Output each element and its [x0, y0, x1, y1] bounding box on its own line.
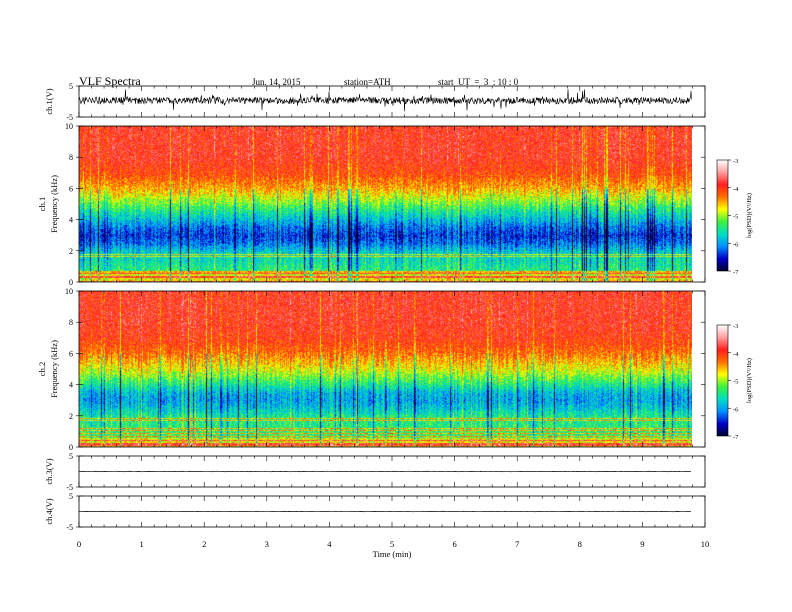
ch2-spectrogram-ytick-label: 10 — [65, 287, 73, 296]
ch2-spectrogram-ytick-label: 2 — [69, 412, 73, 421]
ch1-spectrogram-colorbar-tick-label: -5 — [733, 214, 738, 221]
x-tick-label: 9 — [640, 539, 644, 549]
x-tick-label: 0 — [77, 539, 81, 549]
ch2-spectrogram-ytick-label: 0 — [69, 443, 73, 452]
x-tick-label: 3 — [265, 539, 269, 549]
ch1-spectrogram-ytick-label: 2 — [69, 247, 73, 256]
x-tick-label: 5 — [390, 539, 394, 549]
ch4-waveform-ytick-label: 5 — [69, 492, 73, 501]
x-tick-label: 8 — [578, 539, 582, 549]
ch4-waveform-ytick-label: -5 — [66, 523, 73, 532]
ch1-waveform-ytick-label: 5 — [69, 82, 73, 91]
ch1-spectrogram-ytick-label: 6 — [69, 184, 73, 193]
ch2-spectrogram-colorbar-tick-label: -3 — [733, 323, 738, 330]
ch4-waveform-ylabel: ch.4(V) — [44, 498, 54, 524]
ch2-spectrogram-ytick-label: 4 — [69, 381, 73, 390]
ch1-spectrogram-colorbar-tick-label: -4 — [733, 186, 739, 193]
date-label: Jun. 14, 2015 — [252, 77, 301, 87]
ch3-waveform-ylabel: ch.3(V) — [44, 458, 54, 484]
ch1-spectrogram-image — [79, 126, 692, 282]
chart-title: VLF Spectra — [79, 74, 141, 88]
ch1-spectrogram-colorbar-tick-label: -3 — [733, 158, 738, 165]
ch1-waveform-ylabel: ch.1(V) — [44, 88, 54, 114]
ch2-spectrogram-colorbar — [716, 324, 729, 437]
station-label: station=ATH — [344, 77, 391, 87]
ch2-spectrogram-channel-label: ch.2 — [37, 362, 47, 376]
ch2-spectrogram-ytick-label: 8 — [69, 318, 73, 327]
ch1-spectrogram-ylabel: Frequency (kHz) — [49, 175, 59, 233]
x-tick-label: 7 — [515, 539, 519, 549]
x-tick-label: 4 — [327, 539, 332, 549]
ch1-waveform-ytick-label: -5 — [66, 113, 73, 122]
ch2-spectrogram-colorbar-tick-label: -4 — [733, 351, 739, 358]
ch1-spectrogram-colorbar — [716, 159, 729, 272]
ch2-spectrogram-colorbar-tick-label: -7 — [733, 434, 739, 441]
ch1-spectrogram-channel-label: ch.1 — [37, 197, 47, 211]
ch3-waveform-ytick-label: -5 — [66, 483, 73, 492]
ch1-spectrogram-ytick-label: 8 — [69, 153, 73, 162]
x-axis-label: Time (min) — [373, 549, 412, 559]
x-tick-label: 6 — [452, 539, 456, 549]
x-tick-label: 2 — [202, 539, 206, 549]
ch3-waveform-ytick-label: 5 — [69, 452, 73, 461]
ch2-spectrogram-image — [79, 291, 692, 447]
ch1-spectrogram-colorbar-label: log(PSD)(V²/Hz) — [746, 193, 753, 238]
ch1-spectrogram-colorbar-tick-label: -6 — [733, 241, 739, 248]
ch2-spectrogram-colorbar-tick-label: -6 — [733, 406, 739, 413]
x-tick-label: 10 — [701, 539, 710, 549]
ch2-spectrogram-colorbar-label: log(PSD)(V²/Hz) — [746, 358, 753, 403]
ch2-spectrogram-ylabel: Frequency (kHz) — [49, 340, 59, 398]
ch1-spectrogram-ytick-label: 10 — [65, 122, 73, 131]
ch1-spectrogram-colorbar-tick-label: -7 — [733, 269, 739, 276]
ch1-waveform-line — [78, 89, 693, 112]
ch2-spectrogram-colorbar-tick-label: -5 — [733, 379, 738, 386]
ch1-spectrogram-ytick-label: 4 — [69, 216, 73, 225]
ch2-spectrogram-ytick-label: 6 — [69, 349, 73, 358]
x-tick-label: 1 — [139, 539, 143, 549]
start-time-label: start UT = 3 : 10 : 0 — [438, 77, 519, 87]
ch1-spectrogram-ytick-label: 0 — [69, 278, 73, 287]
